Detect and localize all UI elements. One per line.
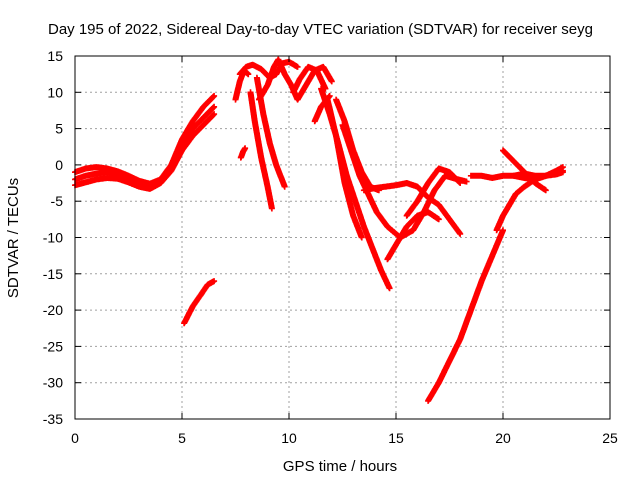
x-tick-label: 25 bbox=[602, 430, 618, 446]
data-series-arc-20 bbox=[425, 227, 506, 404]
y-tick-label: -25 bbox=[43, 338, 63, 354]
data-series-arc-4 bbox=[181, 278, 218, 327]
data-point-markers bbox=[237, 145, 249, 161]
y-axis-label: SDTVAR / TECUs bbox=[5, 178, 22, 298]
data-series-arc-18 bbox=[384, 209, 442, 263]
data-series-arc-9 bbox=[253, 74, 288, 190]
plot-frame bbox=[74, 55, 611, 420]
y-tick-label: -35 bbox=[43, 411, 63, 427]
data-point-markers bbox=[384, 209, 442, 263]
data-point-markers bbox=[324, 96, 365, 241]
data-point-markers bbox=[181, 278, 218, 327]
data-point-markers bbox=[247, 89, 275, 212]
data-series-arc-11 bbox=[290, 63, 329, 96]
x-tick-label: 15 bbox=[388, 430, 404, 446]
x-tick-label: 20 bbox=[495, 430, 511, 446]
data-series-arc-6 bbox=[237, 145, 249, 161]
y-tick-label: -15 bbox=[43, 266, 63, 282]
data-series-arc-19 bbox=[403, 165, 464, 219]
chart-title: Day 195 of 2022, Sidereal Day-to-day VTE… bbox=[48, 21, 593, 38]
x-tick-label: 0 bbox=[71, 430, 79, 446]
data-points bbox=[72, 56, 566, 404]
x-tick-label: 5 bbox=[178, 430, 186, 446]
data-series-arc-24 bbox=[510, 164, 566, 183]
data-series-arc-8 bbox=[247, 89, 275, 212]
y-tick-label: -20 bbox=[43, 302, 63, 318]
data-point-markers bbox=[403, 165, 464, 219]
data-point-markers bbox=[253, 74, 288, 190]
data-series-arc-10 bbox=[256, 56, 335, 103]
y-tick-label: 0 bbox=[55, 157, 63, 173]
x-tick-label: 10 bbox=[281, 430, 297, 446]
data-point-markers bbox=[510, 164, 566, 183]
data-series-arc-14 bbox=[324, 96, 365, 241]
y-tick-label: -5 bbox=[51, 193, 64, 209]
y-tick-label: 10 bbox=[47, 84, 63, 100]
data-point-markers bbox=[256, 56, 335, 103]
data-point-markers bbox=[290, 63, 329, 96]
y-tick-label: 5 bbox=[55, 121, 63, 137]
y-tick-label: -30 bbox=[43, 375, 63, 391]
x-axis-label: GPS time / hours bbox=[283, 458, 397, 475]
data-series-arc-17 bbox=[360, 180, 464, 237]
data-point-markers bbox=[360, 180, 464, 237]
y-tick-label: 15 bbox=[47, 48, 63, 64]
axis-ticks: 0 5 10 15 20 25 15 10 5 0 -5 -10 -15 -20 -25 -30 -35 bbox=[43, 48, 618, 446]
y-tick-label: -10 bbox=[43, 230, 63, 246]
data-point-markers bbox=[425, 227, 506, 404]
